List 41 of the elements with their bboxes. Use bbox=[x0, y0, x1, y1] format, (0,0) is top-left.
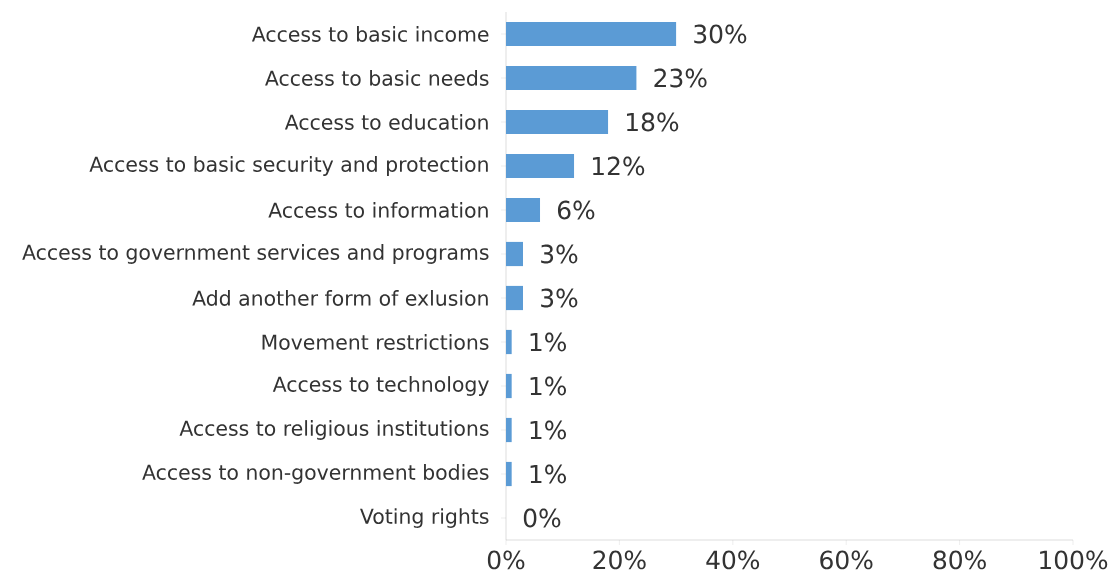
data-label: 18% bbox=[627, 112, 679, 132]
y-tick-label: Access to basic security and protection bbox=[89, 156, 488, 176]
y-tick-label: Access to religious institutions bbox=[179, 420, 489, 440]
data-label: 3% bbox=[541, 244, 578, 264]
bar bbox=[506, 461, 512, 487]
data-label: 30% bbox=[694, 24, 747, 44]
y-tick-label: Movement restrictions bbox=[262, 334, 489, 350]
x-tick-label: 100% bbox=[1040, 550, 1108, 570]
bar bbox=[506, 109, 609, 135]
data-label: 1% bbox=[530, 420, 567, 440]
y-tick-label: Access to non-government bodies bbox=[142, 464, 489, 484]
data-label: 1% bbox=[530, 464, 567, 484]
bar bbox=[506, 329, 512, 355]
data-label: 12% bbox=[592, 156, 645, 176]
data-label: 1% bbox=[530, 332, 567, 352]
x-tick-label: 40% bbox=[706, 550, 760, 570]
bar bbox=[506, 65, 637, 91]
y-tick-label: Access to information bbox=[268, 202, 488, 218]
y-tick-label: Access to government services and programs bbox=[22, 244, 489, 264]
bar bbox=[506, 373, 512, 399]
x-tick-label: 0% bbox=[487, 550, 525, 570]
x-tick-label: 80% bbox=[933, 550, 986, 570]
data-label: 3% bbox=[541, 288, 578, 308]
bar bbox=[506, 241, 524, 267]
data-label: 0% bbox=[523, 508, 561, 528]
y-tick-label: Access to basic needs bbox=[265, 70, 489, 86]
y-tick-label: Access to technology bbox=[272, 376, 489, 396]
bar bbox=[506, 285, 524, 311]
y-tick-label: Add another form of exlusion bbox=[192, 290, 488, 306]
bar bbox=[506, 417, 512, 443]
data-label: 6% bbox=[557, 200, 595, 220]
x-tick-label: 20% bbox=[593, 550, 646, 570]
bar bbox=[506, 197, 541, 223]
y-tick-label: Voting rights bbox=[360, 508, 489, 528]
x-tick-label: 60% bbox=[820, 550, 873, 570]
y-tick-label: Access to basic income bbox=[251, 26, 489, 42]
bar bbox=[506, 21, 677, 47]
bar bbox=[506, 153, 575, 179]
y-tick-label: Access to education bbox=[284, 114, 488, 130]
data-label: 23% bbox=[654, 68, 707, 88]
data-label: 1% bbox=[530, 376, 567, 396]
